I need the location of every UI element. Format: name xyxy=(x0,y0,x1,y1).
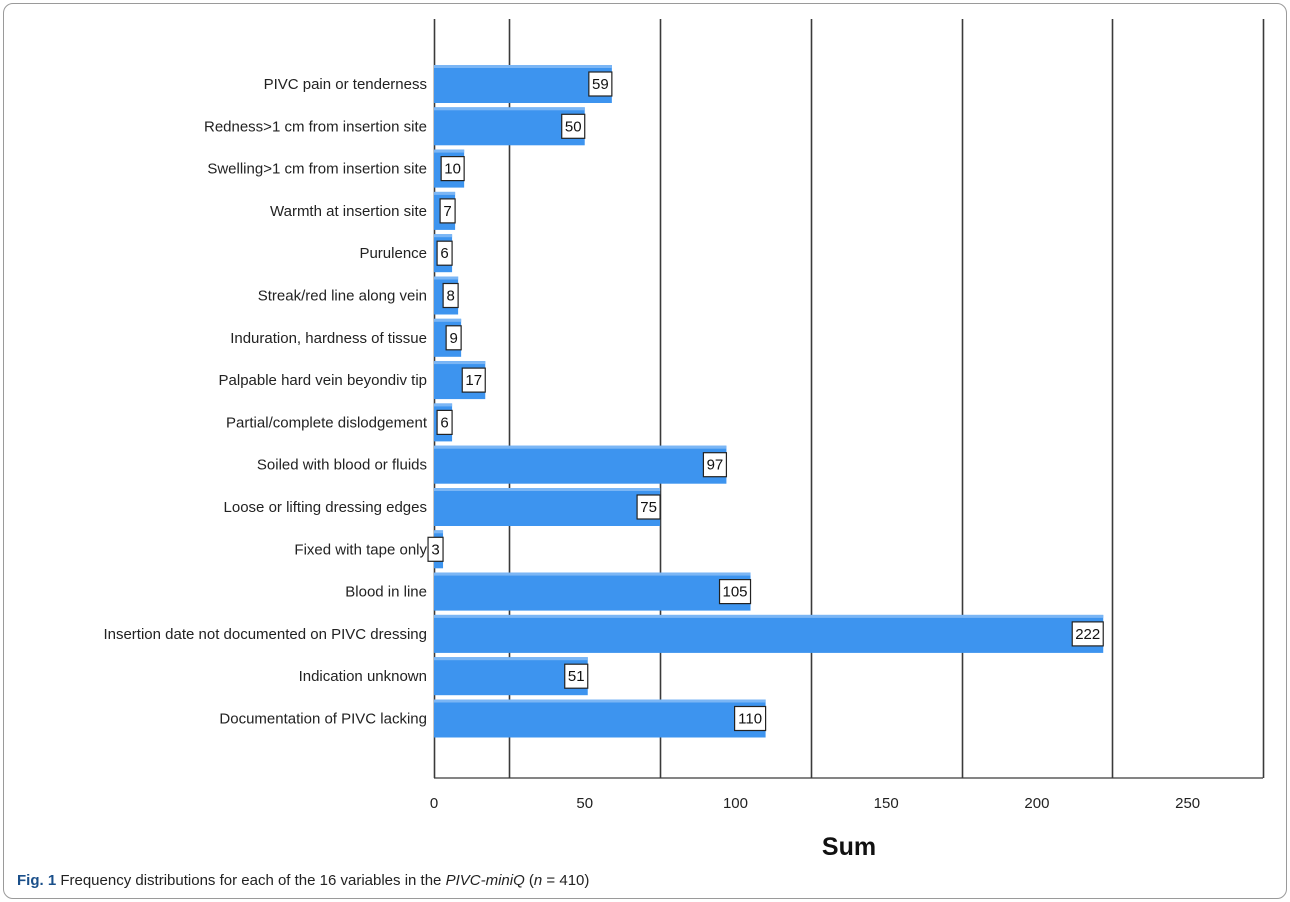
bar-highlight-9 xyxy=(434,403,453,407)
category-label-4: Warmth at insertion site xyxy=(270,203,427,220)
x-tick-label-50: 50 xyxy=(576,795,593,812)
data-label-box-10 xyxy=(702,452,728,478)
category-label-13: Blood in line xyxy=(345,584,427,601)
bar-1 xyxy=(434,65,612,103)
x-tick-label-200: 200 xyxy=(1024,795,1049,812)
data-label-12: 3 xyxy=(431,541,439,558)
category-label-10: Soiled with blood or fluids xyxy=(257,457,427,474)
bar-highlight-7 xyxy=(434,318,462,322)
data-label-15: 51 xyxy=(568,668,585,685)
category-label-8: Palpable hard vein beyondiv tip xyxy=(219,372,427,389)
bar-highlight-16 xyxy=(434,699,766,703)
bar-highlight-10 xyxy=(434,445,727,449)
x-tick-label-250: 250 xyxy=(1175,795,1200,812)
data-label-box-7 xyxy=(445,325,462,351)
data-label-6: 8 xyxy=(446,288,454,305)
data-label-box-11 xyxy=(636,494,661,520)
category-label-3: Swelling>1 cm from insertion site xyxy=(207,161,427,178)
bar-16 xyxy=(434,699,766,738)
x-tick-label-0: 0 xyxy=(430,795,438,812)
data-label-box-14 xyxy=(1071,621,1104,647)
category-label-14: Insertion date not documented on PIVC dr… xyxy=(103,626,427,643)
bar-highlight-14 xyxy=(434,614,1104,618)
data-label-box-3 xyxy=(440,156,465,182)
category-label-6: Streak/red line along vein xyxy=(258,288,427,305)
x-tick-label-100: 100 xyxy=(723,795,748,812)
caption-text-before: Frequency distributions for each of the … xyxy=(56,872,446,889)
category-label-9: Partial/complete dislodgement xyxy=(226,414,428,431)
data-label-box-13 xyxy=(718,578,752,605)
category-label-16: Documentation of PIVC lacking xyxy=(219,711,427,728)
data-label-1: 59 xyxy=(592,76,609,93)
caption-fig-label: Fig. 1 xyxy=(17,872,57,889)
bar-highlight-12 xyxy=(434,530,444,534)
bar-highlight-13 xyxy=(434,572,751,576)
figure-caption: Fig. 1 Frequency distributions for each … xyxy=(17,872,589,889)
data-label-box-8 xyxy=(461,367,486,393)
data-label-13: 105 xyxy=(723,584,748,601)
category-label-2: Redness>1 cm from insertion site xyxy=(204,118,427,135)
data-label-box-1 xyxy=(588,71,613,97)
category-label-7: Induration, hardness of tissue xyxy=(230,330,427,347)
data-label-box-4 xyxy=(439,198,456,224)
bar-highlight-11 xyxy=(434,488,661,491)
category-label-12: Fixed with tape only xyxy=(294,541,427,558)
data-label-box-16 xyxy=(733,705,767,732)
data-label-5: 6 xyxy=(440,245,448,262)
bar-13 xyxy=(434,572,751,611)
x-axis-title: Sum xyxy=(822,833,876,861)
data-label-16: 110 xyxy=(738,711,762,728)
bar-highlight-5 xyxy=(434,234,453,238)
bar-highlight-3 xyxy=(434,149,465,153)
data-label-box-12 xyxy=(427,536,444,562)
data-label-box-2 xyxy=(561,113,586,139)
bar-10 xyxy=(434,445,727,484)
bar-highlight-6 xyxy=(434,276,459,280)
caption-text-after: = 410) xyxy=(542,872,590,889)
data-label-9: 6 xyxy=(440,414,448,431)
data-label-8: 17 xyxy=(465,372,482,389)
data-label-box-9 xyxy=(436,409,453,435)
data-label-14: 222 xyxy=(1075,626,1100,643)
bar-15 xyxy=(434,657,588,696)
bar-highlight-4 xyxy=(434,191,456,195)
bar-highlight-8 xyxy=(434,361,486,365)
bar-2 xyxy=(434,107,585,146)
data-label-2: 50 xyxy=(565,118,582,135)
bar-14 xyxy=(434,614,1104,653)
x-tick-label-150: 150 xyxy=(874,795,899,812)
bar-11 xyxy=(434,488,661,526)
data-label-10: 97 xyxy=(707,457,724,474)
data-label-box-15 xyxy=(564,663,589,689)
data-label-7: 9 xyxy=(449,330,457,347)
figure-frame: PIVC pain or tenderness 59 Redness>1 cm fr… xyxy=(3,3,1287,899)
caption-italic-title: PIVC-miniQ xyxy=(445,872,525,889)
category-label-15: Indication unknown xyxy=(299,668,427,685)
category-label-11: Loose or lifting dressing edges xyxy=(224,499,427,516)
caption-italic-n: n xyxy=(533,872,543,889)
category-label-1: PIVC pain or tenderness xyxy=(264,76,427,93)
bar-highlight-1 xyxy=(434,65,612,68)
data-label-box-5 xyxy=(436,240,453,266)
data-label-11: 75 xyxy=(640,499,657,516)
data-label-box-6 xyxy=(442,282,459,309)
bar-highlight-2 xyxy=(434,107,585,111)
data-label-3: 10 xyxy=(444,161,461,178)
category-label-5: Purulence xyxy=(359,245,427,262)
data-label-4: 7 xyxy=(443,203,451,220)
caption-text-mid: ( xyxy=(524,872,534,889)
bar-chart: PIVC pain or tenderness 59 Redness>1 cm fr… xyxy=(103,19,1265,861)
bar-highlight-15 xyxy=(434,657,588,661)
